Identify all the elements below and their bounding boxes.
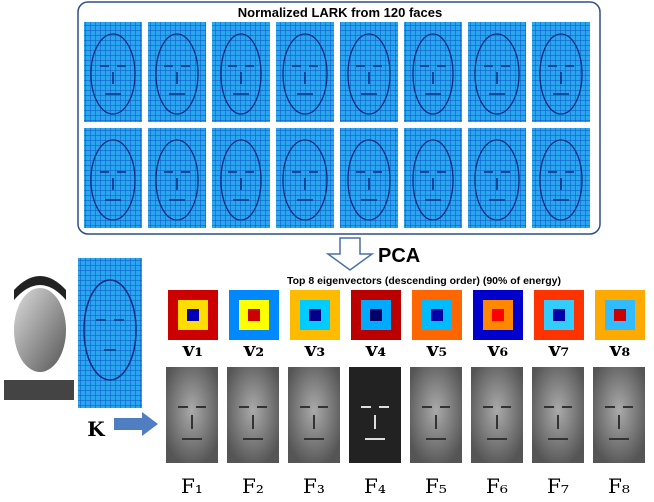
eigenvector	[412, 290, 462, 340]
input-lark	[78, 258, 142, 408]
lark-face	[532, 22, 590, 122]
pca-subtitle: Top 8 eigenvectors (descending order) (9…	[287, 275, 561, 287]
lark-face	[276, 128, 334, 228]
eigen-label: v₅	[426, 337, 447, 361]
eigenvector	[534, 290, 584, 340]
eigenvector	[595, 290, 645, 340]
lark-face	[532, 128, 590, 228]
page: Normalized LARK from 120 faces PCA Top 8…	[0, 0, 654, 502]
feature-label: F₅	[425, 474, 447, 498]
eigenvector	[168, 290, 218, 340]
eigen-core	[187, 309, 199, 321]
eigen-label: v₈	[609, 337, 631, 361]
lark-face	[148, 22, 206, 122]
diagram: Normalized LARK from 120 faces PCA Top 8…	[0, 0, 654, 502]
lark-face	[148, 128, 206, 228]
feature-label: F₆	[486, 474, 508, 498]
feature-image	[288, 367, 340, 463]
eigen-core	[553, 309, 565, 321]
lark-face	[468, 128, 526, 228]
eigenvector	[473, 290, 523, 340]
eigen-core	[370, 309, 382, 321]
feature-image	[471, 367, 523, 463]
pca-label: PCA	[378, 245, 420, 267]
eigen-label: v₂	[243, 337, 264, 361]
feature-image	[593, 367, 645, 463]
eigen-label: v₆	[487, 337, 509, 361]
eigenvector	[351, 290, 401, 340]
eigen-label: v₇	[548, 337, 569, 361]
lark-title: Normalized LARK from 120 faces	[238, 5, 442, 20]
lark-face	[404, 22, 462, 122]
feature-image	[532, 367, 584, 463]
lark-face	[276, 22, 334, 122]
feature-image	[349, 367, 401, 463]
lark-face	[84, 22, 142, 122]
lark-face	[340, 128, 398, 228]
lark-face	[212, 22, 270, 122]
eigen-label: v₁	[182, 337, 203, 361]
eigen-core	[614, 309, 626, 321]
eigen-label: v₄	[365, 337, 387, 361]
feature-label: F₂	[242, 474, 264, 498]
eigen-core	[248, 309, 260, 321]
feature-image	[410, 367, 462, 463]
feature-image	[166, 367, 218, 463]
feature-label: F₇	[547, 474, 569, 498]
feature-image	[227, 367, 279, 463]
feature-label: F₁	[181, 474, 203, 498]
eigen-core	[309, 309, 321, 321]
feature-label: F₃	[303, 474, 325, 498]
eigen-label: v₃	[304, 337, 325, 361]
lark-face	[404, 128, 462, 228]
lark-face	[340, 22, 398, 122]
lark-face	[468, 22, 526, 122]
input-photo	[4, 272, 74, 400]
eigenvector	[290, 290, 340, 340]
down-arrow	[328, 238, 372, 270]
eigen-core	[431, 309, 443, 321]
lark-face	[84, 128, 142, 228]
eigenvector	[229, 290, 279, 340]
input-label: K	[87, 417, 105, 441]
lark-face	[212, 128, 270, 228]
eigen-core	[492, 309, 504, 321]
feature-label: F₈	[608, 474, 630, 498]
feature-label: F₄	[364, 474, 386, 498]
right-arrow	[114, 412, 158, 436]
